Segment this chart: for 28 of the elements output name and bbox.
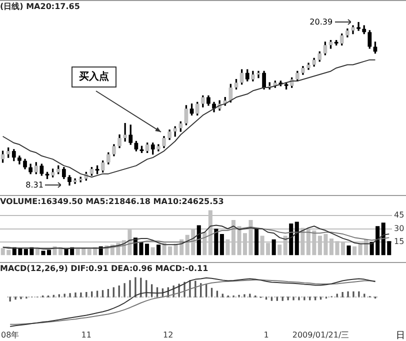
bar: [278, 244, 282, 256]
chart-title: (日线) MA20:17.65: [0, 2, 80, 11]
annotation: 8.31: [26, 180, 44, 190]
y-tick-label: 30: [394, 224, 404, 233]
bar: [214, 228, 218, 256]
chart-title: VOLUME:16349.50 MA5:21846.18 MA10:24625.53: [0, 196, 224, 206]
x-tick-label: 1: [264, 330, 269, 340]
x-tick-label: 2009/01/21/三: [292, 330, 350, 340]
candlestick: [356, 22, 360, 31]
bar: [272, 239, 276, 256]
chart-title: MACD(12,26,9) DIF:0.91 DEA:0.96 MACD:-0.11: [0, 264, 209, 273]
bar: [150, 247, 155, 256]
bar: [346, 246, 351, 256]
x-tick-label: 11: [81, 330, 92, 340]
annotation: 买入点: [79, 70, 109, 83]
text: 日: [396, 330, 405, 341]
bar: [352, 246, 357, 256]
bar: [220, 234, 224, 256]
bar: [254, 228, 259, 256]
annotation: 20.39: [310, 17, 333, 26]
bar: [156, 244, 161, 256]
bar: [294, 222, 299, 256]
bar: [289, 223, 294, 256]
x-tick-label: 12: [163, 330, 174, 340]
x-tick-label: 08年: [0, 330, 20, 340]
y-tick-label: 45: [394, 210, 404, 220]
y-tick-label: 15: [394, 237, 404, 246]
bar: [196, 225, 201, 256]
